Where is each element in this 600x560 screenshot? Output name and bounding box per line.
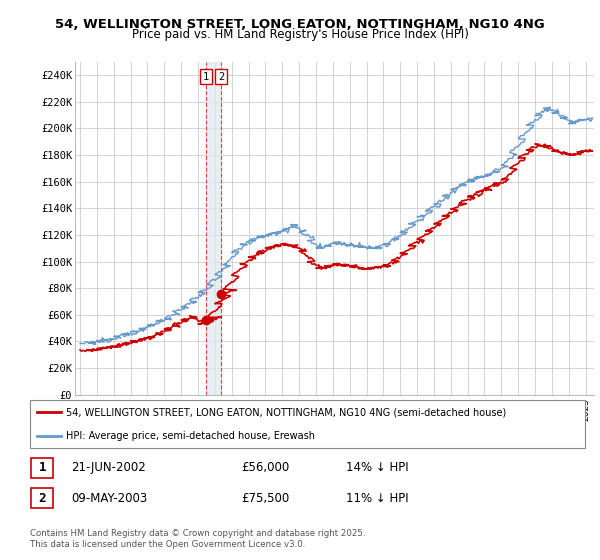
Text: £56,000: £56,000 [241,461,289,474]
Bar [206,62,221,395]
Text: 54, WELLINGTON STREET, LONG EATON, NOTTINGHAM, NG10 4NG: 54, WELLINGTON STREET, LONG EATON, NOTTI… [55,18,545,31]
Text: £75,500: £75,500 [241,492,289,505]
Text: HPI: Average price, semi-detached house, Erewash: HPI: Average price, semi-detached house,… [66,431,315,441]
Text: 2: 2 [38,492,46,505]
Text: 1: 1 [38,461,46,474]
Text: 09-MAY-2003: 09-MAY-2003 [71,492,148,505]
FancyBboxPatch shape [31,488,53,508]
Text: 54, WELLINGTON STREET, LONG EATON, NOTTINGHAM, NG10 4NG (semi-detached house): 54, WELLINGTON STREET, LONG EATON, NOTTI… [66,407,506,417]
Text: 14% ↓ HPI: 14% ↓ HPI [346,461,409,474]
Text: 2: 2 [218,72,224,82]
FancyBboxPatch shape [31,458,53,478]
Text: 1: 1 [203,72,209,82]
Text: 11% ↓ HPI: 11% ↓ HPI [346,492,409,505]
FancyBboxPatch shape [30,400,585,448]
Text: 21-JUN-2002: 21-JUN-2002 [71,461,146,474]
Text: Price paid vs. HM Land Registry's House Price Index (HPI): Price paid vs. HM Land Registry's House … [131,28,469,41]
Text: Contains HM Land Registry data © Crown copyright and database right 2025.
This d: Contains HM Land Registry data © Crown c… [30,529,365,549]
